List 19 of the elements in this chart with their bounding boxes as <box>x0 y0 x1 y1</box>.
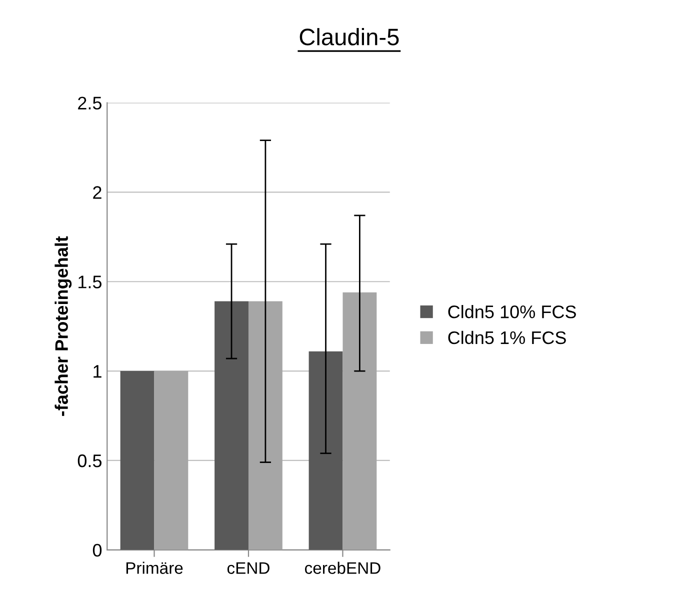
y-tick-label: 2 <box>93 186 102 199</box>
bar <box>248 301 282 550</box>
x-tick-label: Primäre <box>126 562 183 574</box>
legend-label: Cldn5 1% FCS <box>448 330 566 344</box>
legend-label: Cldn5 10% FCS <box>448 305 576 318</box>
y-axis-title: -facher Proteingehalt <box>54 236 72 416</box>
y-tick-label: 0 <box>92 544 102 557</box>
bar <box>308 351 343 550</box>
bar <box>120 371 154 550</box>
x-tick-label: cEND <box>227 562 270 574</box>
y-tick-label: 1 <box>94 365 102 378</box>
y-tick-label: 2.5 <box>78 96 102 110</box>
x-tick-label: cerebEND <box>305 562 380 574</box>
y-tick-label: 0.5 <box>78 454 102 468</box>
bar <box>154 371 188 550</box>
y-tick-label: 1.5 <box>78 276 102 288</box>
bar <box>214 301 248 550</box>
chart-title: Claudin-5 <box>300 28 399 46</box>
bar <box>342 292 377 550</box>
